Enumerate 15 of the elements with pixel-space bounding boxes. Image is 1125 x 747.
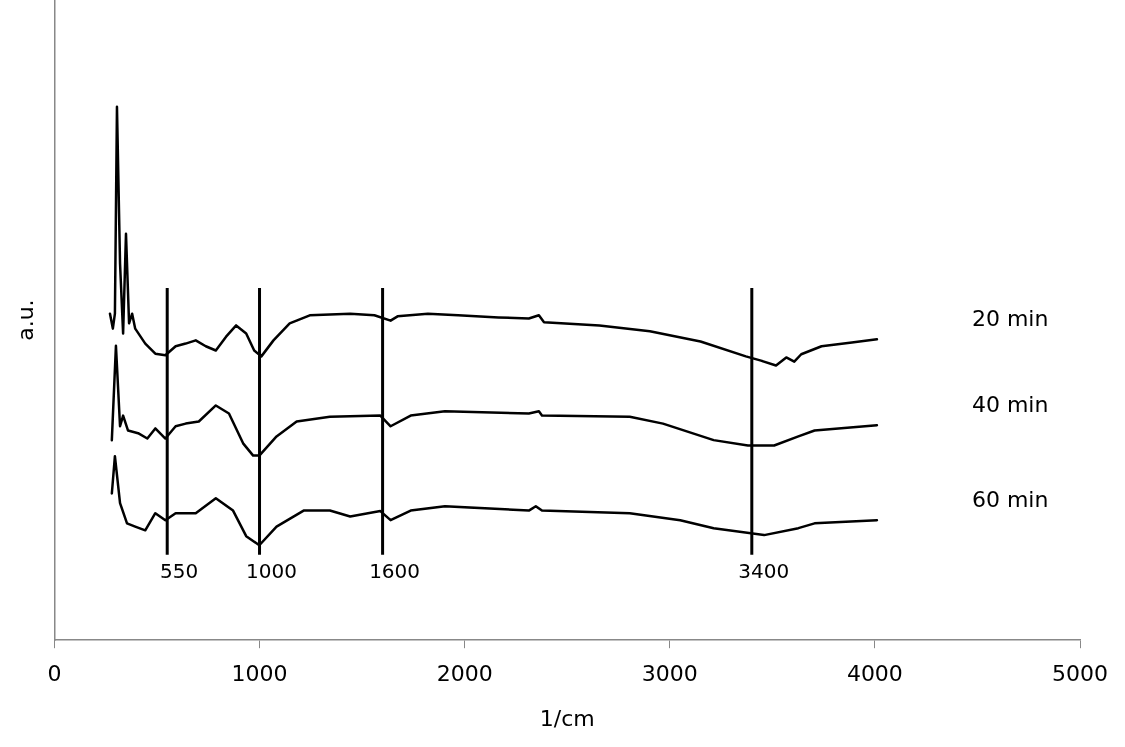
y-axis-title: a.u.	[12, 299, 38, 341]
ref-line-label: 3400	[738, 559, 790, 584]
x-tick-label: 3000	[641, 661, 698, 687]
x-tick-label: 1000	[231, 661, 288, 687]
x-tick-label: 2000	[436, 661, 493, 687]
x-axis-title: 1/cm	[539, 705, 595, 731]
text: 60 min	[971, 486, 1049, 512]
x-tick-label: 5000	[1052, 661, 1108, 687]
ref-line-label: 1600	[369, 559, 421, 584]
x-tick-label: 4000	[846, 661, 903, 687]
ref-line-label: 1000	[246, 559, 297, 584]
text: 20 min	[971, 306, 1049, 332]
text: 40 min	[971, 391, 1049, 417]
x-tick-label: 0	[47, 661, 62, 687]
ref-line-label: 550	[160, 559, 199, 584]
